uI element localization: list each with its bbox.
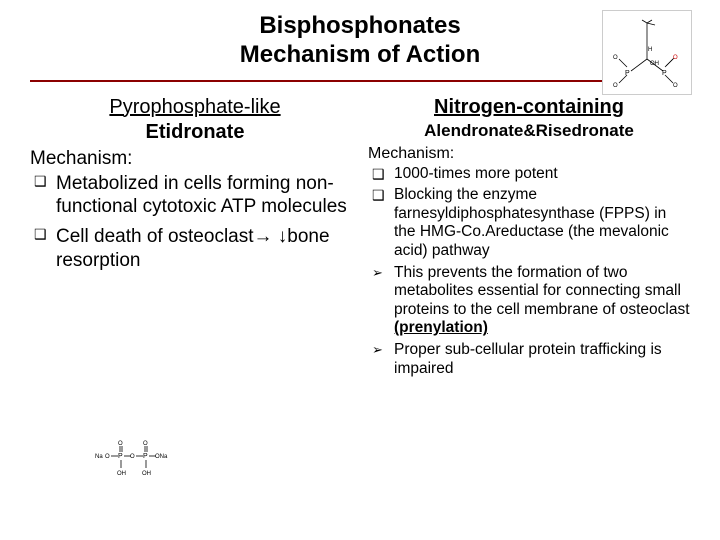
svg-text:O: O xyxy=(143,441,148,447)
left-bullets: Metabolized in cells forming non-functio… xyxy=(30,172,360,273)
right-column: Nitrogen-containing Alendronate&Risedron… xyxy=(368,96,690,382)
right-mechanism-label: Mechanism: xyxy=(368,145,690,163)
molecule-structure-bottom: Na O P O O P O ONa OH OH xyxy=(90,435,175,490)
right-subheading: Alendronate&Risedronate xyxy=(368,121,690,141)
left-subheading: Etidronate xyxy=(30,121,360,144)
title-underline xyxy=(30,80,690,82)
svg-text:O: O xyxy=(613,83,618,89)
svg-text:O: O xyxy=(673,83,678,89)
title-line2: Mechanism of Action xyxy=(30,41,690,70)
svg-text:O: O xyxy=(673,55,678,61)
prenylation-word: (prenylation) xyxy=(394,319,488,336)
left-column: Pyrophosphate-like Etidronate Mechanism:… xyxy=(30,96,360,382)
columns: Pyrophosphate-like Etidronate Mechanism:… xyxy=(30,96,690,382)
left-bullet-2: Cell death of osteoclast→ ↓bone resorpti… xyxy=(34,225,360,273)
molecule-structure-top: H P P O O O O OH xyxy=(602,10,692,95)
right-bullet-4: Proper sub-cellular protein trafficking … xyxy=(372,341,690,378)
left-heading: Pyrophosphate-like xyxy=(30,96,360,119)
svg-text:O: O xyxy=(105,454,110,460)
svg-text:OH: OH xyxy=(142,471,151,477)
svg-text:Na: Na xyxy=(95,454,103,460)
svg-text:OH: OH xyxy=(650,61,659,67)
molecule-icon: H P P O O O O OH xyxy=(607,15,687,90)
svg-text:ONa: ONa xyxy=(155,454,168,460)
svg-text:O: O xyxy=(118,441,123,447)
right-heading: Nitrogen-containing xyxy=(368,96,690,119)
right-bullet-3-text: This prevents the formation of two metab… xyxy=(394,264,690,318)
svg-text:P: P xyxy=(118,453,123,460)
left-bullet-1: Metabolized in cells forming non-functio… xyxy=(34,172,360,220)
svg-text:H: H xyxy=(648,47,652,53)
right-bullet-3: This prevents the formation of two metab… xyxy=(372,264,690,338)
title-area: Bisphosphonates Mechanism of Action xyxy=(30,12,690,82)
title-line1: Bisphosphonates xyxy=(30,12,690,41)
right-bullets: 1000-times more potent Blocking the enzy… xyxy=(368,165,690,379)
slide-container: Bisphosphonates Mechanism of Action H P … xyxy=(0,0,720,540)
left-mechanism-label: Mechanism: xyxy=(30,148,360,170)
right-bullet-2: Blocking the enzyme farnesyldiphosphates… xyxy=(372,186,690,260)
svg-text:O: O xyxy=(130,454,135,460)
svg-text:OH: OH xyxy=(117,471,126,477)
svg-text:O: O xyxy=(613,55,618,61)
right-bullet-1: 1000-times more potent xyxy=(372,165,690,184)
svg-text:P: P xyxy=(143,453,148,460)
molecule-bottom-icon: Na O P O O P O ONa OH OH xyxy=(93,438,173,488)
